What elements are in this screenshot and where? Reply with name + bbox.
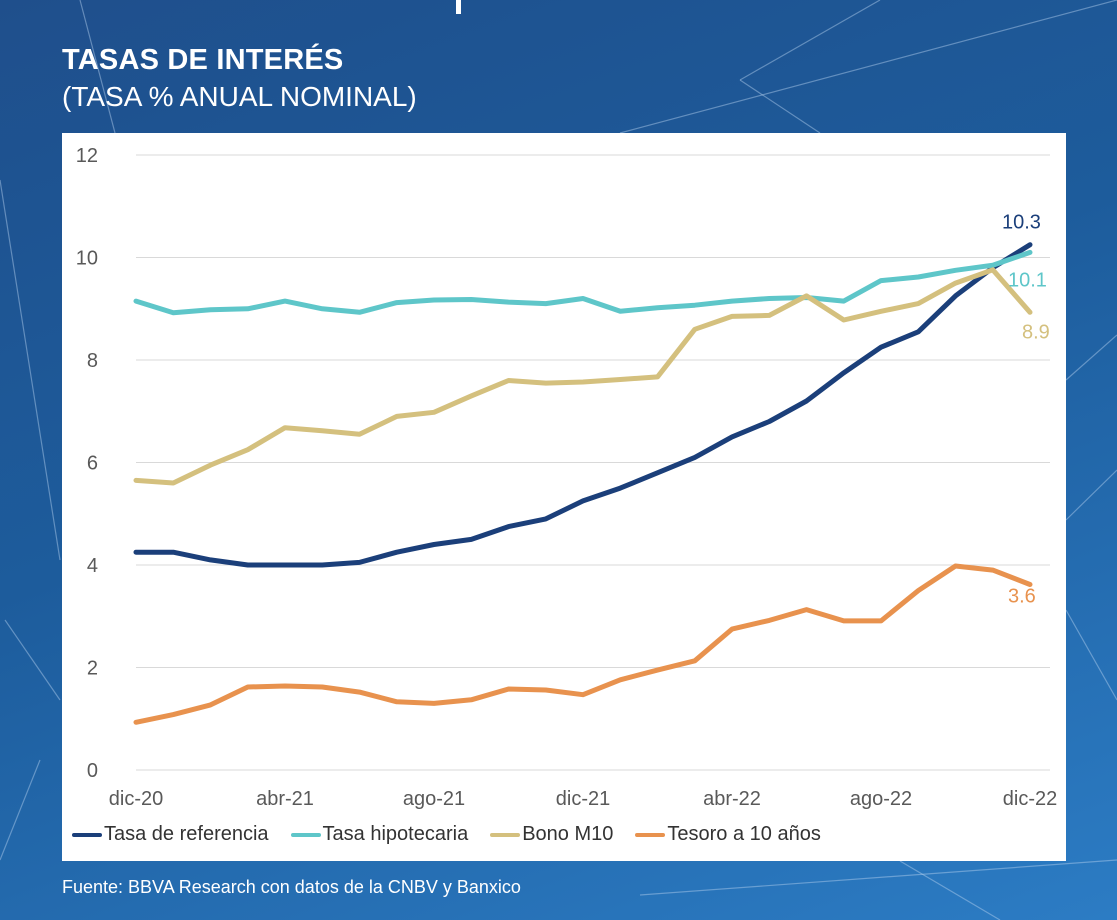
- x-tick-label: ago-22: [850, 788, 912, 810]
- chart-subtitle: (TASA % ANUAL NOMINAL): [62, 81, 417, 112]
- y-tick-label: 8: [87, 350, 98, 372]
- legend-item-tasa-referencia: Tasa de referencia: [72, 823, 269, 846]
- data-label: 8.9: [1022, 321, 1050, 343]
- series-line: [133, 249, 1033, 316]
- series-line: [133, 267, 1033, 486]
- y-tick-label: 6: [87, 453, 98, 475]
- x-tick-label: abr-22: [703, 788, 761, 810]
- x-tick-label: dic-21: [556, 788, 610, 810]
- legend-label: Tesoro a 10 años: [667, 823, 821, 845]
- y-tick-label: 0: [87, 760, 98, 782]
- x-tick-label: abr-21: [256, 788, 314, 810]
- legend-swatch: [290, 832, 321, 837]
- legend-swatch: [72, 832, 102, 837]
- line-chart: 0 2 4 6 8 10 12 dic-20 abr-21 ago-21 dic-21 abr-22 a…: [76, 145, 1057, 810]
- legend-item-tesoro-10: Tesoro a 10 años: [635, 823, 821, 846]
- data-label: 3.6: [1008, 585, 1036, 607]
- title-block: TASAS DE INTERÉS (TASA % ANUAL NOMINAL): [62, 44, 417, 113]
- y-tick-label: 12: [76, 145, 98, 167]
- x-tick-label: ago-21: [403, 788, 465, 810]
- chart-title: TASAS DE INTERÉS: [62, 44, 344, 76]
- legend: Tasa de referencia Tasa hipotecaria Bono…: [72, 823, 821, 846]
- x-tick-label: dic-20: [109, 788, 163, 810]
- chart-card: 0 2 4 6 8 10 12 dic-20 abr-21 ago-21 dic-21 abr-22 a…: [62, 133, 1066, 861]
- source-note: Fuente: BBVA Research con datos de la CN…: [62, 877, 521, 897]
- x-tick-label: dic-22: [1003, 788, 1057, 810]
- series-line: [133, 242, 1033, 568]
- legend-swatch: [490, 832, 521, 837]
- legend-label: Tasa de referencia: [104, 823, 269, 845]
- y-tick-label: 2: [87, 658, 98, 680]
- series-line: [133, 563, 1033, 725]
- legend-label: Bono M10: [522, 823, 614, 845]
- y-tick-label: 10: [76, 248, 98, 270]
- legend-item-tasa-hipotecaria: Tasa hipotecaria: [290, 823, 469, 846]
- legend-label: Tasa hipotecaria: [322, 823, 469, 845]
- y-tick-label: 4: [87, 555, 98, 577]
- legend-item-bono-m10: Bono M10: [490, 823, 613, 846]
- data-label: 10.3: [1002, 212, 1041, 234]
- data-label: 10.1: [1008, 269, 1047, 291]
- legend-swatch: [635, 832, 666, 837]
